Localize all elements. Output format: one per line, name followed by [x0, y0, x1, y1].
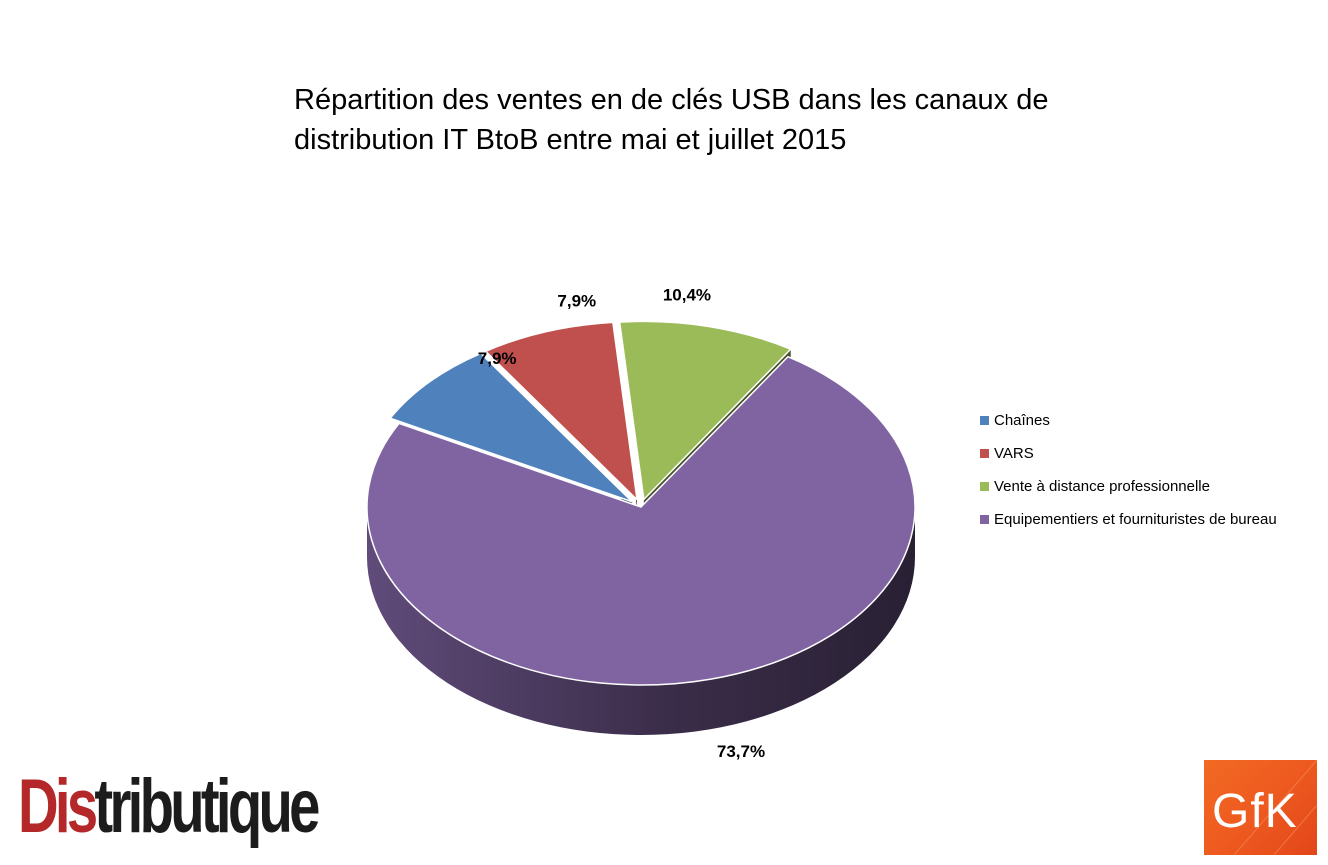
legend: Chaînes VARS Vente à distance profession…	[980, 404, 1277, 536]
gfk-logo-text: GfK	[1212, 785, 1298, 838]
data-label-equipementiers: 73,7%	[717, 742, 765, 761]
legend-item-equipementiers: Equipementiers et fournituristes de bure…	[980, 503, 1277, 536]
pie-slice-vad	[618, 320, 793, 502]
chart-title-line-2: distribution IT BtoB entre mai et juille…	[294, 124, 847, 156]
data-label-vars: 7,9%	[557, 291, 596, 310]
legend-item-vad: Vente à distance professionnelle	[980, 470, 1277, 503]
legend-swatch-chaines	[980, 416, 989, 425]
pie-slice-equipementiers	[366, 355, 916, 686]
legend-item-vars: VARS	[980, 437, 1277, 470]
pie-slice-chaines	[388, 352, 633, 503]
pie-side-equipementiers	[367, 507, 915, 735]
legend-item-chaines: Chaînes	[980, 404, 1277, 437]
legend-label-vad: Vente à distance professionnelle	[994, 478, 1210, 495]
legend-swatch-vars	[980, 449, 989, 458]
gfk-logo-stripes	[1233, 760, 1317, 855]
data-label-vad: 10,4%	[663, 286, 711, 305]
chart-title: Répartition des ventes en de clés USB da…	[294, 80, 1194, 160]
gfk-logo: GfK	[1204, 760, 1317, 855]
legend-label-chaines: Chaînes	[994, 412, 1050, 429]
legend-label-vars: VARS	[994, 445, 1034, 462]
data-label-chaines: 7,9%	[478, 349, 517, 368]
chart-title-line-1: Répartition des ventes en de clés USB da…	[294, 84, 1049, 116]
distributique-logo: Distributique	[18, 762, 320, 852]
distributique-logo-red-part: Dis	[18, 764, 98, 849]
legend-swatch-vad	[980, 482, 989, 491]
legend-swatch-equipementiers	[980, 515, 989, 524]
legend-label-equipementiers: Equipementiers et fournituristes de bure…	[994, 511, 1277, 528]
pie-slice-vars	[484, 321, 639, 502]
distributique-logo-dark-part: tributique	[94, 764, 320, 849]
